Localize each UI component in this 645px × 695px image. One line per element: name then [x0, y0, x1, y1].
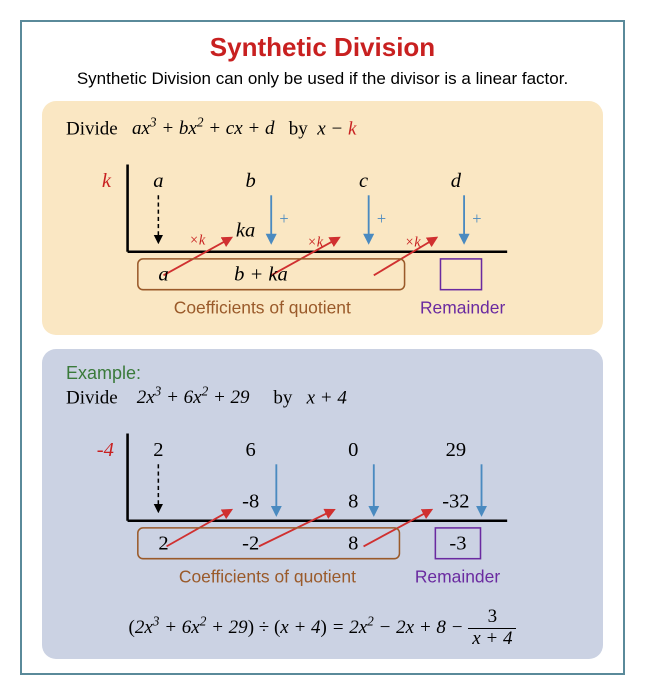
- xk-3: ×k: [405, 235, 422, 251]
- gen-d: d: [451, 170, 462, 192]
- result-equation: (2x3 + 6x2 + 29) ÷ (x + 4) = 2x2 − 2x + …: [66, 607, 579, 650]
- general-panel: Divide ax3 + bx2 + cx + d by x − k: [42, 101, 603, 335]
- by-word: by: [289, 118, 308, 139]
- gen-a: a: [153, 170, 163, 192]
- example-label: Example:: [66, 363, 579, 384]
- ex-b0: 2: [158, 533, 168, 555]
- general-divisor: x − k: [317, 118, 356, 139]
- page-subtitle: Synthetic Division can only be used if t…: [22, 69, 623, 89]
- frac-den: x + 4: [468, 629, 516, 650]
- ex-dividend: 2x3 + 6x2 + 29: [137, 387, 250, 408]
- page-title: Synthetic Division: [22, 32, 623, 63]
- example-diagram: -4 2 6 0 29 -8 8 -32 2 -2 8: [66, 413, 579, 593]
- xk-2: ×k: [307, 235, 324, 251]
- ex-t3: 29: [446, 439, 467, 461]
- ex-t0: 2: [153, 439, 163, 461]
- general-dividend: ax3 + bx2 + cx + d: [132, 118, 275, 139]
- gen-bot-a: a: [158, 264, 168, 286]
- general-diagram: k a b c d ×k ×k ×k ka + + + a: [66, 144, 579, 318]
- ex-remainder-label: Remainder: [415, 566, 500, 586]
- ex-quotient-label: Coefficients of quotient: [179, 566, 356, 586]
- plus-3: +: [472, 209, 481, 228]
- corner-neg4: -4: [97, 439, 114, 461]
- ex-m3: -32: [442, 490, 469, 512]
- gen-bot-bka: b + ka: [234, 264, 288, 286]
- ex-t1: 6: [246, 439, 256, 461]
- ex-b2: 8: [348, 533, 358, 555]
- quotient-label: Coefficients of quotient: [174, 298, 351, 318]
- ex-m1: -8: [242, 490, 259, 512]
- gen-b: b: [246, 170, 256, 192]
- page-frame: Synthetic Division Synthetic Division ca…: [20, 20, 625, 675]
- example-divide-statement: Divide 2x3 + 6x2 + 29 by x + 4: [66, 384, 579, 409]
- example-panel: Example: Divide 2x3 + 6x2 + 29 by x + 4 …: [42, 349, 603, 660]
- ex-divisor: x + 4: [307, 387, 347, 408]
- remainder-fraction: 3 x + 4: [468, 607, 516, 650]
- xk-1: ×k: [189, 233, 206, 249]
- general-divide-statement: Divide ax3 + bx2 + cx + d by x − k: [66, 115, 579, 140]
- plus-2: +: [377, 209, 386, 228]
- ex-m2: 8: [348, 490, 358, 512]
- corner-k: k: [102, 170, 112, 192]
- remainder-label: Remainder: [420, 298, 505, 318]
- gen-c: c: [359, 170, 368, 192]
- ex-b3: -3: [449, 533, 466, 555]
- frac-num: 3: [468, 607, 516, 629]
- divide-word-ex: Divide: [66, 387, 118, 408]
- plus-1: +: [279, 209, 288, 228]
- by-word-ex: by: [273, 387, 292, 408]
- divide-word: Divide: [66, 118, 118, 139]
- ex-t2: 0: [348, 439, 358, 461]
- remainder-box: [440, 259, 481, 290]
- ex-b1: -2: [242, 533, 259, 555]
- gen-ka: ka: [236, 220, 255, 242]
- ex-quotient-box: [138, 528, 400, 559]
